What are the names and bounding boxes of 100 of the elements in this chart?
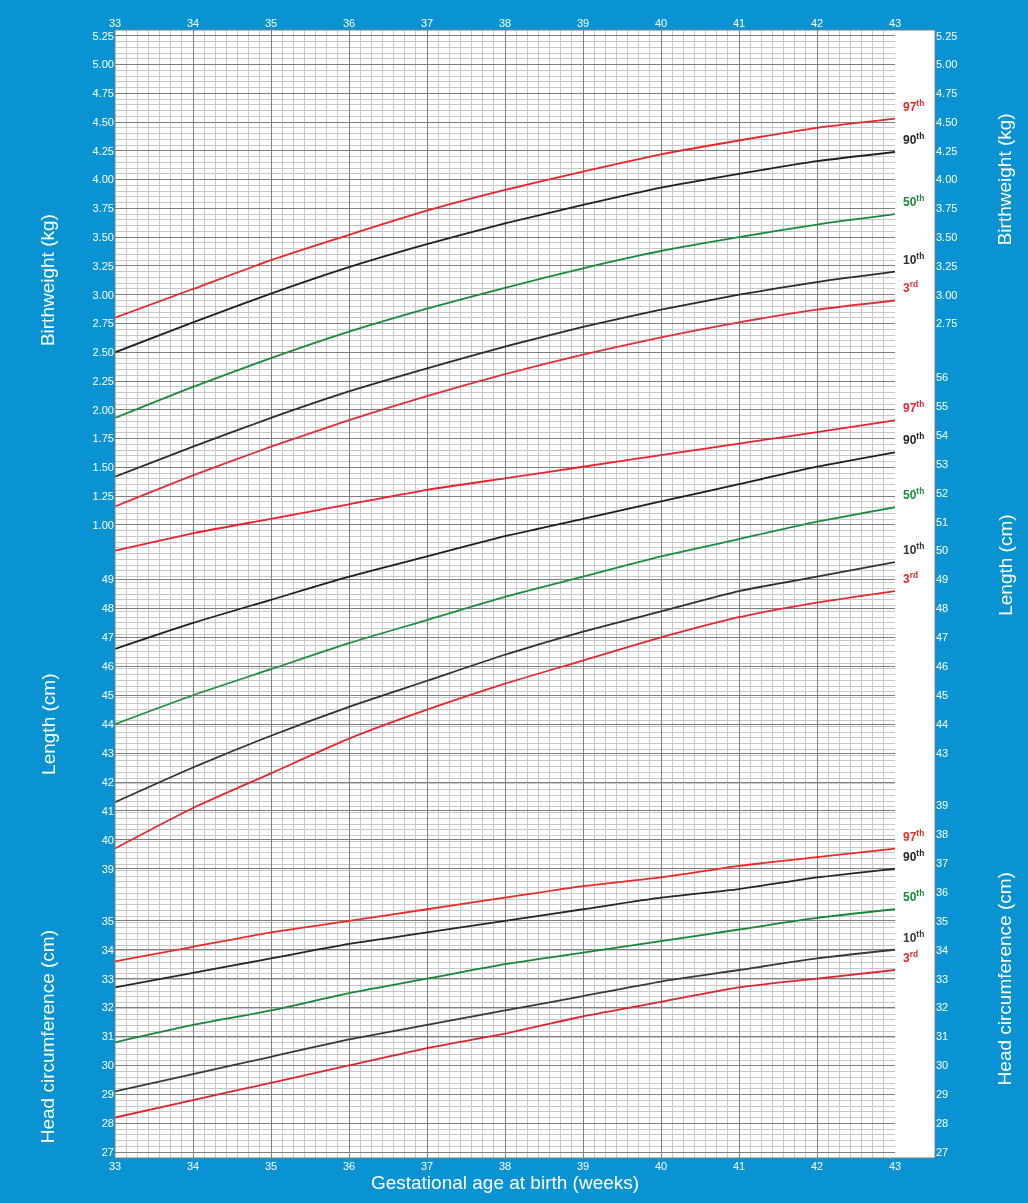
y2-axis-title: Birthweight (kg) xyxy=(994,113,1016,246)
series-label: 97$^{th}$ xyxy=(903,399,925,416)
y2-tick-label: 39 xyxy=(936,798,949,811)
line-series xyxy=(115,948,895,1093)
y-tick-label: 30 xyxy=(101,1059,114,1072)
y2-tick-label: 28 xyxy=(936,1117,949,1130)
line-series xyxy=(115,561,895,804)
y2-tick-label: 4.25 xyxy=(936,144,958,157)
y-axis-title: Birthweight (kg) xyxy=(37,214,59,347)
x-tick-label: 34 xyxy=(186,1160,200,1172)
y2-tick-label: 37 xyxy=(936,856,949,869)
y2-tick-label: 36 xyxy=(936,885,949,898)
y-tick-label: 49 xyxy=(101,573,114,586)
series-label: 97$^{th}$ xyxy=(903,828,925,845)
line-series xyxy=(115,419,895,552)
x2-tick-label: 34 xyxy=(186,16,200,29)
y-tick-label: 1.25 xyxy=(92,490,114,503)
y-tick-label: 1.75 xyxy=(92,432,114,445)
y-tick-label: 3.50 xyxy=(92,231,114,244)
line-series xyxy=(115,117,895,319)
line-series xyxy=(115,969,895,1119)
y-tick-label: 40 xyxy=(101,833,114,846)
x-tick-label: 42 xyxy=(810,1160,824,1172)
x-tick-label: 38 xyxy=(498,1160,512,1172)
series-label: 90$^{th}$ xyxy=(903,131,925,148)
y2-axis-title: Length (cm) xyxy=(994,514,1016,616)
y2-tick-label: 33 xyxy=(936,972,949,985)
x-tick-label: 40 xyxy=(654,1160,668,1172)
x2-tick-label: 37 xyxy=(420,16,434,29)
y-tick-label: 28 xyxy=(101,1117,114,1130)
y-tick-label: 48 xyxy=(101,602,114,615)
y2-tick-label: 30 xyxy=(936,1059,949,1072)
line-series xyxy=(115,590,895,850)
line-series xyxy=(115,299,895,508)
y2-tick-label: 52 xyxy=(936,486,949,499)
y2-tick-label: 3.00 xyxy=(936,288,958,301)
line-series xyxy=(115,867,895,989)
series-label: 50$^{th}$ xyxy=(903,193,925,210)
x-tick-label: 43 xyxy=(888,1160,902,1172)
y-axis-title: Length (cm) xyxy=(37,673,59,775)
y2-tick-label: 32 xyxy=(936,1001,949,1014)
y-tick-label: 2.50 xyxy=(92,346,114,359)
y-axis-title: Head circumference (cm) xyxy=(37,930,59,1144)
y2-tick-label: 29 xyxy=(936,1088,949,1101)
y-tick-label: 3.25 xyxy=(92,259,114,272)
series-label: 10$^{th}$ xyxy=(903,541,925,558)
y2-tick-label: 50 xyxy=(936,544,949,557)
x-axis-title: Gestational age at birth (weeks) xyxy=(370,1172,640,1193)
line-series xyxy=(115,506,895,726)
x2-tick-label: 35 xyxy=(264,16,278,29)
y2-tick-label: 55 xyxy=(936,399,949,412)
y2-tick-label: 5.25 xyxy=(936,29,958,42)
x-tick-label: 35 xyxy=(264,1160,278,1172)
y-tick-label: 3.00 xyxy=(92,288,114,301)
y2-tick-label: 47 xyxy=(936,631,949,644)
line-series xyxy=(115,270,895,478)
y2-tick-label: 31 xyxy=(936,1030,949,1043)
y-tick-label: 32 xyxy=(101,1001,114,1014)
y2-tick-label: 53 xyxy=(936,457,949,470)
y-tick-label: 5.00 xyxy=(92,58,114,71)
x2-tick-label: 42 xyxy=(810,16,824,29)
series-label: 3$^{rd}$ xyxy=(903,279,919,296)
x2-tick-label: 38 xyxy=(498,16,512,29)
x-tick-label: 36 xyxy=(342,1160,356,1172)
y-tick-label: 45 xyxy=(101,689,114,702)
y2-tick-label: 43 xyxy=(936,746,949,759)
y2-tick-label: 56 xyxy=(936,370,949,383)
series-label: 97$^{th}$ xyxy=(903,98,925,115)
series-label: 90$^{th}$ xyxy=(903,431,925,448)
y2-tick-label: 34 xyxy=(936,943,949,956)
series-label: 3$^{rd}$ xyxy=(903,949,919,966)
y-tick-label: 4.50 xyxy=(92,115,114,128)
y-tick-label: 2.75 xyxy=(92,317,114,330)
y-tick-label: 1.50 xyxy=(92,461,114,474)
y2-tick-label: 4.50 xyxy=(936,115,958,128)
y-tick-label: 2.00 xyxy=(92,403,114,416)
y-tick-label: 44 xyxy=(101,718,114,730)
x-tick-label: 39 xyxy=(576,1160,590,1172)
y2-tick-label: 46 xyxy=(936,660,949,673)
y-tick-label: 47 xyxy=(101,631,114,644)
x2-tick-label: 36 xyxy=(342,16,356,29)
y-tick-label: 41 xyxy=(101,804,114,817)
y-tick-label: 27 xyxy=(101,1146,114,1159)
y2-tick-label: 45 xyxy=(936,689,949,702)
x2-tick-label: 40 xyxy=(654,16,668,29)
y2-tick-label: 3.50 xyxy=(936,231,958,244)
line-series xyxy=(115,151,895,354)
y-tick-label: 43 xyxy=(101,746,114,759)
y-tick-label: 33 xyxy=(101,972,114,985)
line-series xyxy=(115,847,895,963)
y-tick-label: 2.25 xyxy=(92,374,114,387)
series-label: 3$^{rd}$ xyxy=(903,570,919,587)
series-label: 10$^{th}$ xyxy=(903,251,925,268)
y2-tick-label: 3.25 xyxy=(936,259,958,272)
y-tick-label: 34 xyxy=(101,943,114,956)
y2-tick-label: 27 xyxy=(936,1146,949,1159)
y-tick-label: 4.75 xyxy=(92,87,114,100)
y2-tick-label: 4.75 xyxy=(936,87,958,100)
line-series xyxy=(115,451,895,650)
y2-tick-label: 5.00 xyxy=(936,58,958,71)
